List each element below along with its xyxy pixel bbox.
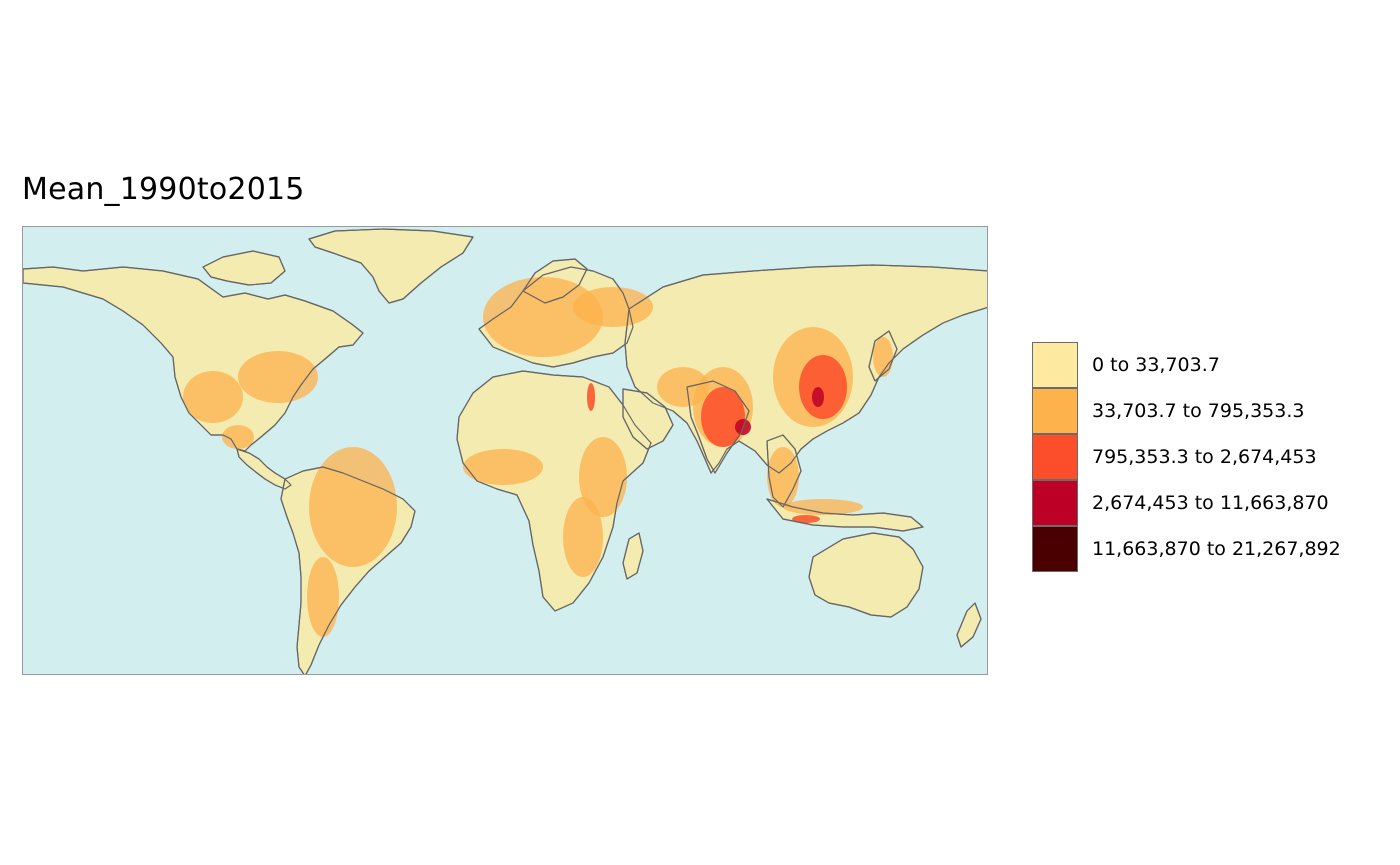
world-map-canvas	[23, 227, 987, 674]
world-map	[22, 226, 988, 675]
legend-label: 795,353.3 to 2,674,453	[1092, 446, 1317, 468]
density-patch	[587, 383, 595, 411]
legend-swatch	[1032, 388, 1078, 434]
density-patch	[573, 287, 653, 327]
australia	[808, 532, 924, 618]
north-america	[23, 266, 364, 452]
density-patch	[657, 367, 709, 407]
density-patch	[767, 447, 799, 507]
density-patch	[307, 557, 339, 637]
central-america	[236, 448, 292, 490]
southeast-asia	[766, 434, 802, 508]
density-patch	[463, 449, 543, 485]
density-patch	[309, 447, 397, 567]
africa	[456, 370, 652, 612]
density-patch	[701, 387, 745, 447]
population-density-layer	[183, 277, 893, 637]
greenland	[308, 228, 474, 304]
density-patch	[238, 351, 318, 403]
scandinavia	[522, 258, 588, 304]
density-patch	[783, 499, 863, 515]
density-patch	[792, 515, 820, 523]
density-patch	[579, 437, 627, 517]
density-patch	[483, 277, 603, 357]
madagascar	[622, 532, 644, 580]
density-patch	[563, 497, 603, 577]
density-patch	[799, 355, 847, 419]
south-america	[280, 466, 416, 674]
arabia	[622, 388, 674, 450]
indonesia	[766, 498, 924, 532]
europe	[478, 266, 634, 368]
legend-swatch	[1032, 342, 1078, 388]
density-patch	[873, 337, 893, 377]
density-patch	[812, 387, 824, 407]
legend-label: 0 to 33,703.7	[1092, 354, 1220, 376]
india	[686, 380, 750, 474]
new-zealand	[956, 602, 982, 648]
arctic-islands	[202, 250, 286, 286]
legend-label: 2,674,453 to 11,663,870	[1092, 492, 1329, 514]
legend-swatch	[1032, 526, 1078, 572]
asia	[624, 264, 987, 474]
legend-swatch	[1032, 434, 1078, 480]
legend-label: 33,703.7 to 795,353.3	[1092, 400, 1305, 422]
legend-label: 11,663,870 to 21,267,892	[1092, 538, 1341, 560]
map-title: Mean_1990to2015	[22, 172, 305, 207]
legend-swatch	[1032, 480, 1078, 526]
density-patch	[183, 371, 243, 423]
country-borders	[23, 228, 987, 674]
density-patch	[222, 425, 254, 449]
japan	[868, 330, 898, 382]
